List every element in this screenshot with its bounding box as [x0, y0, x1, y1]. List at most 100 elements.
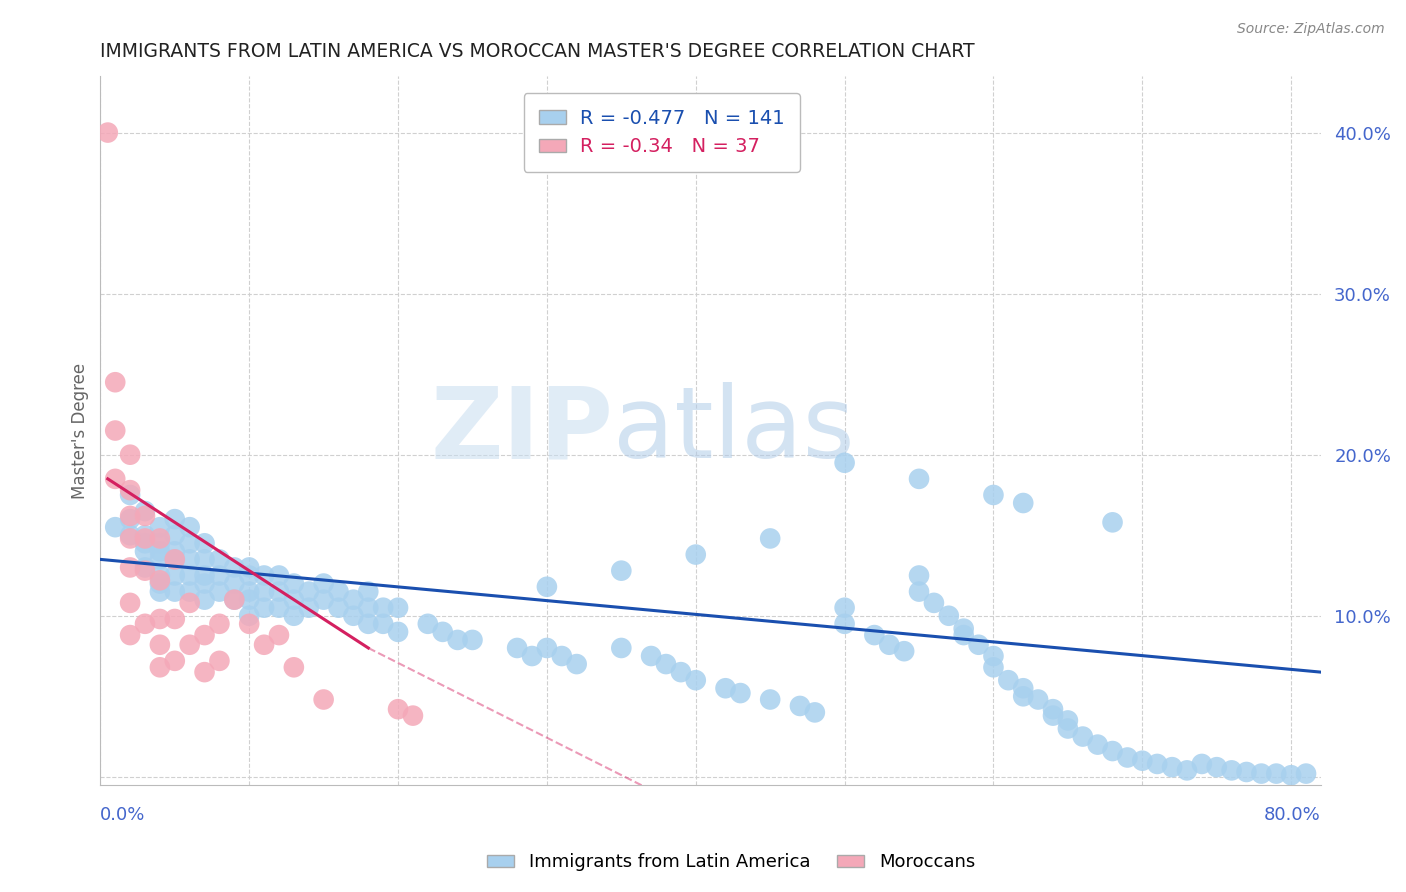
Point [908, 584, 931, 599]
Point [565, 657, 588, 671]
Point [238, 616, 260, 631]
Point [120, 483, 142, 497]
Point [1265, 766, 1288, 780]
Point [967, 638, 990, 652]
Point [1250, 766, 1272, 780]
Point [163, 528, 186, 542]
Point [952, 628, 974, 642]
Point [610, 640, 633, 655]
Point [283, 592, 305, 607]
Legend: R = -0.477   N = 141, R = -0.34   N = 37: R = -0.477 N = 141, R = -0.34 N = 37 [523, 93, 800, 172]
Point [134, 616, 156, 631]
Point [506, 640, 529, 655]
Point [298, 600, 321, 615]
Point [373, 616, 395, 631]
Point [1012, 681, 1035, 696]
Point [134, 528, 156, 542]
Point [834, 456, 856, 470]
Point [1295, 766, 1317, 780]
Point [1087, 738, 1109, 752]
Point [193, 576, 215, 591]
Point [208, 616, 231, 631]
Point [387, 600, 409, 615]
Point [267, 628, 290, 642]
Point [283, 608, 305, 623]
Point [283, 660, 305, 674]
Point [669, 665, 692, 680]
Point [520, 648, 543, 663]
Point [134, 564, 156, 578]
Text: atlas: atlas [613, 382, 855, 479]
Point [1175, 764, 1198, 778]
Point [908, 568, 931, 582]
Point [759, 692, 782, 706]
Point [120, 528, 142, 542]
Point [238, 568, 260, 582]
Point [387, 624, 409, 639]
Point [714, 681, 737, 696]
Point [253, 600, 276, 615]
Point [1146, 756, 1168, 771]
Point [551, 648, 574, 663]
Point [120, 512, 142, 526]
Point [193, 552, 215, 566]
Point [163, 512, 186, 526]
Point [238, 560, 260, 574]
Point [1012, 690, 1035, 704]
Point [163, 552, 186, 566]
Point [134, 504, 156, 518]
Point [1161, 760, 1184, 774]
Point [357, 616, 380, 631]
Point [328, 584, 350, 599]
Point [1220, 764, 1243, 778]
Point [163, 612, 186, 626]
Point [908, 472, 931, 486]
Point [312, 692, 335, 706]
Point [163, 584, 186, 599]
Point [120, 628, 142, 642]
Point [120, 532, 142, 546]
Point [536, 580, 558, 594]
Point [893, 644, 915, 658]
Point [120, 508, 142, 523]
Point [997, 673, 1019, 688]
Point [730, 686, 752, 700]
Point [238, 608, 260, 623]
Point [208, 552, 231, 566]
Legend: Immigrants from Latin America, Moroccans: Immigrants from Latin America, Moroccans [479, 847, 983, 879]
Point [224, 592, 246, 607]
Point [759, 532, 782, 546]
Text: 80.0%: 80.0% [1264, 806, 1320, 824]
Point [685, 548, 707, 562]
Point [149, 660, 172, 674]
Text: IMMIGRANTS FROM LATIN AMERICA VS MOROCCAN MASTER'S DEGREE CORRELATION CHART: IMMIGRANTS FROM LATIN AMERICA VS MOROCCA… [100, 42, 974, 61]
Point [1101, 744, 1123, 758]
Point [104, 375, 127, 389]
Point [267, 568, 290, 582]
Point [149, 638, 172, 652]
Point [342, 592, 364, 607]
Point [163, 654, 186, 668]
Point [283, 576, 305, 591]
Point [312, 576, 335, 591]
Point [179, 638, 201, 652]
Point [149, 520, 172, 534]
Point [179, 596, 201, 610]
Text: ZIP: ZIP [430, 382, 613, 479]
Point [149, 536, 172, 550]
Point [983, 660, 1005, 674]
Point [1026, 692, 1049, 706]
Point [134, 560, 156, 574]
Point [1071, 730, 1094, 744]
Point [193, 536, 215, 550]
Point [134, 532, 156, 546]
Point [402, 708, 425, 723]
Point [179, 520, 201, 534]
Point [1042, 708, 1064, 723]
Point [224, 576, 246, 591]
Point [1236, 764, 1258, 779]
Point [387, 702, 409, 716]
Point [104, 472, 127, 486]
Point [179, 584, 201, 599]
Point [267, 600, 290, 615]
